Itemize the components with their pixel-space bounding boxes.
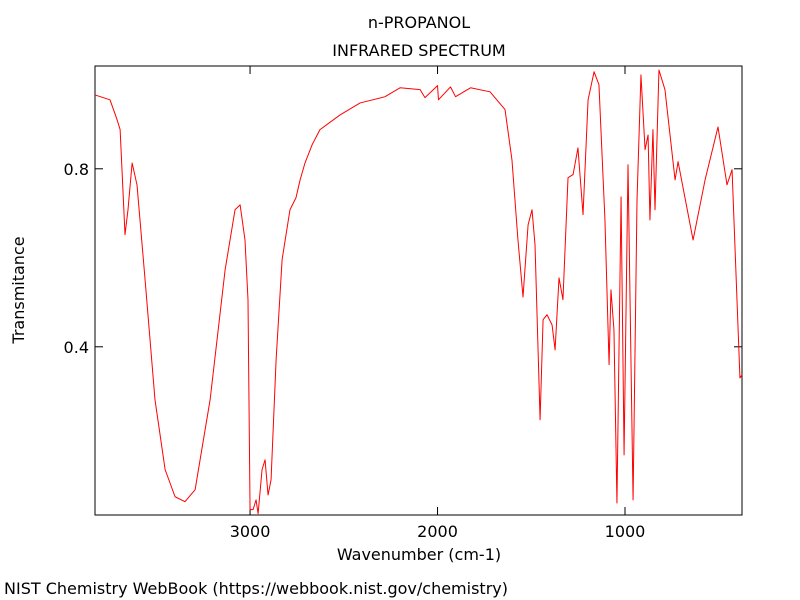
- spectrum-line: [94, 69, 743, 515]
- y-tick-label: 0.4: [64, 338, 89, 357]
- y-tick-label: 0.8: [64, 160, 89, 179]
- x-tick-label: 1000: [605, 522, 646, 541]
- y-axis-label: Transmitance: [9, 236, 28, 344]
- x-tick-label: 3000: [230, 522, 271, 541]
- chart-subtitle: INFRARED SPECTRUM: [332, 41, 505, 60]
- x-axis-label: Wavenumber (cm-1): [337, 545, 501, 564]
- footer: NIST Chemistry WebBook (https://webbook.…: [4, 579, 508, 598]
- x-tick-label: 2000: [417, 522, 458, 541]
- plot-frame: [94, 65, 743, 516]
- chart-title: n-PROPANOL: [368, 13, 470, 32]
